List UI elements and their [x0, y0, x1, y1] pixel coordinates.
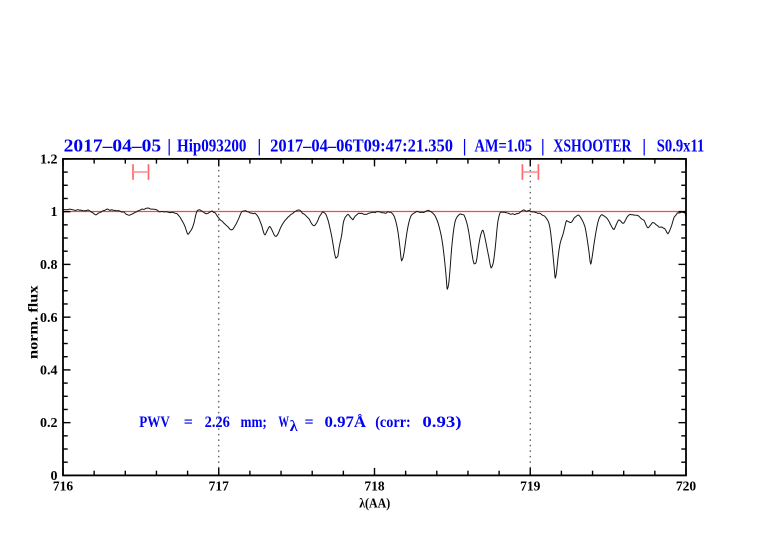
svg-text:|: | [257, 136, 261, 156]
svg-text:PWV: PWV [139, 414, 170, 431]
svg-text:0.8: 0.8 [40, 258, 58, 273]
svg-text:|: | [642, 136, 646, 156]
svg-text:S0.9x11: S0.9x11 [657, 136, 705, 156]
svg-text:λ: λ [290, 418, 298, 435]
svg-text:716: 716 [53, 479, 74, 494]
svg-text:2017–04–05: 2017–04–05 [64, 136, 162, 156]
svg-text:=: = [304, 414, 313, 431]
svg-text:0.4: 0.4 [40, 364, 58, 379]
svg-text:|: | [167, 136, 171, 156]
svg-text:|: | [541, 136, 545, 156]
svg-text:0: 0 [51, 469, 58, 484]
svg-text:W: W [278, 414, 289, 431]
svg-text:Hip093200: Hip093200 [177, 136, 247, 156]
svg-text:1: 1 [51, 205, 58, 220]
svg-text:mm;: mm; [241, 414, 267, 431]
svg-text:norm. flux: norm. flux [27, 285, 42, 359]
svg-text:2017–04–06T09:47:21.350: 2017–04–06T09:47:21.350 [270, 136, 453, 156]
svg-text:λ(AA): λ(AA) [359, 496, 390, 511]
svg-text:717: 717 [209, 479, 230, 494]
svg-text:=: = [184, 414, 193, 431]
svg-text:720: 720 [676, 479, 697, 494]
svg-text:0.2: 0.2 [40, 416, 58, 431]
svg-text:1.2: 1.2 [40, 153, 58, 168]
svg-text:719: 719 [520, 479, 541, 494]
svg-text:2.26: 2.26 [205, 414, 230, 431]
svg-text:XSHOOTER: XSHOOTER [553, 136, 631, 156]
svg-text:718: 718 [364, 479, 385, 494]
svg-text:|: | [463, 136, 467, 156]
svg-text:0.97Å: 0.97Å [325, 413, 367, 431]
svg-text:0.6: 0.6 [40, 311, 58, 326]
svg-text:AM=1.05: AM=1.05 [475, 136, 533, 156]
svg-text:0.93): 0.93) [422, 414, 461, 431]
svg-text:(corr:: (corr: [375, 414, 411, 431]
